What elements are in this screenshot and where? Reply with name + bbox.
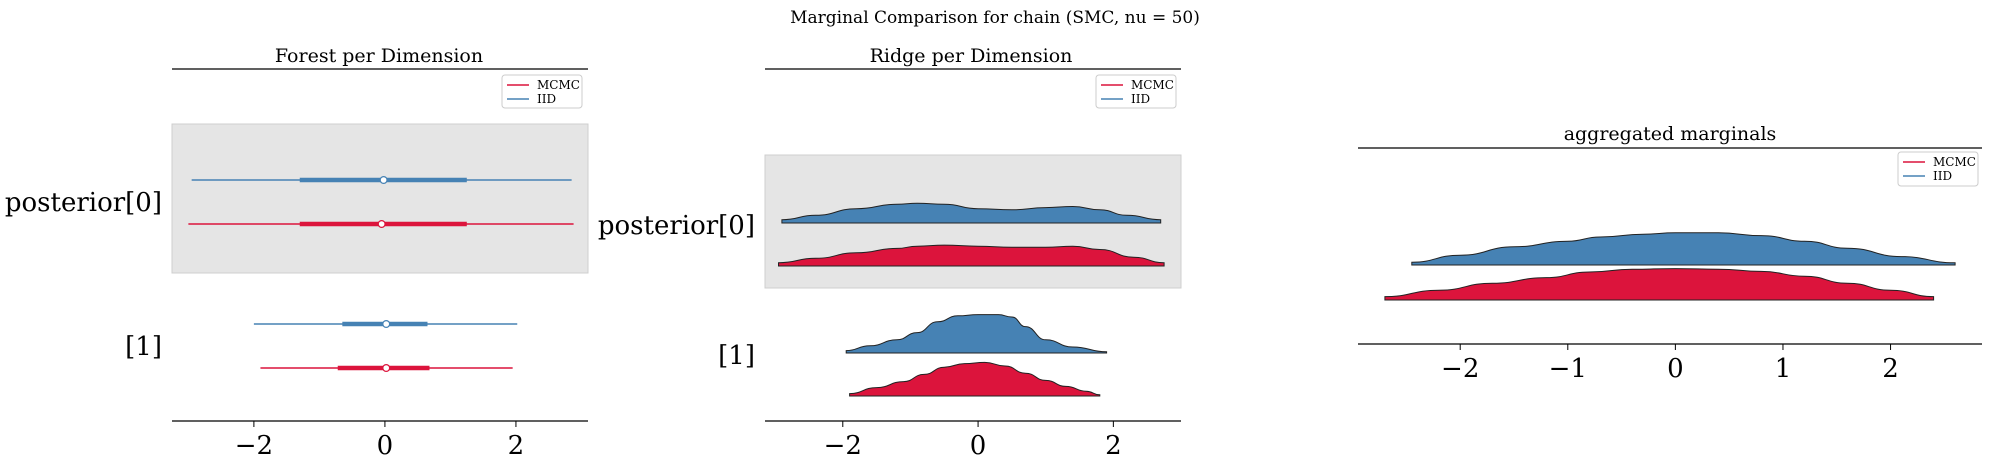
ridge-density-mcmc xyxy=(778,244,1165,267)
x-tick-label: 2 xyxy=(508,431,525,461)
x-tick-label: −2 xyxy=(1441,354,1479,384)
x-tick-label: −2 xyxy=(235,431,273,461)
forest-panel: Forest per Dimension posterior[0] [1] −2 0 2… xyxy=(5,45,589,461)
legend-label-mcmc: MCMC xyxy=(1131,78,1174,92)
aggregated-panel-title: aggregated marginals xyxy=(1564,123,1777,145)
ridge-density-mcmc xyxy=(849,361,1101,397)
ridge-panel: Ridge per Dimension posterior[0] [1] −2 0 2 M… xyxy=(598,45,1182,461)
forest-median-point-mcmc xyxy=(377,220,386,229)
forest-panel-title: Forest per Dimension xyxy=(275,45,483,67)
x-tick-label: 2 xyxy=(1882,354,1899,384)
ridge-density-iid xyxy=(845,314,1108,354)
legend-label-mcmc: MCMC xyxy=(1933,155,1976,169)
aggregated-density-mcmc xyxy=(1384,268,1935,301)
x-tick-label: 2 xyxy=(1105,431,1122,461)
ridge-density-iid xyxy=(781,202,1162,224)
legend-label-iid: IID xyxy=(1131,92,1150,106)
forest-median-point-iid xyxy=(382,320,391,329)
forest-median-point-mcmc xyxy=(382,364,391,373)
legend-label-mcmc: MCMC xyxy=(537,78,580,92)
x-tick-label: −2 xyxy=(824,431,862,461)
row-band xyxy=(171,123,589,274)
row-label: posterior[0] xyxy=(598,211,755,241)
figure-suptitle: Marginal Comparison for chain (SMC, nu =… xyxy=(790,8,1200,28)
legend-label-iid: IID xyxy=(1933,169,1952,183)
row-label: posterior[0] xyxy=(5,188,162,218)
x-tick-label: 0 xyxy=(377,431,394,461)
legend-box xyxy=(1897,151,1979,187)
x-tick-label: −1 xyxy=(1549,354,1587,384)
row-label: [1] xyxy=(125,332,162,362)
row-label: [1] xyxy=(718,341,755,371)
x-tick-label: 1 xyxy=(1775,354,1792,384)
forest-median-point-iid xyxy=(379,176,388,185)
legend-label-iid: IID xyxy=(537,92,556,106)
ridge-panel-title: Ridge per Dimension xyxy=(870,45,1073,67)
aggregated-density-iid xyxy=(1411,232,1956,266)
x-tick-label: 0 xyxy=(1667,354,1684,384)
x-tick-label: 0 xyxy=(970,431,987,461)
